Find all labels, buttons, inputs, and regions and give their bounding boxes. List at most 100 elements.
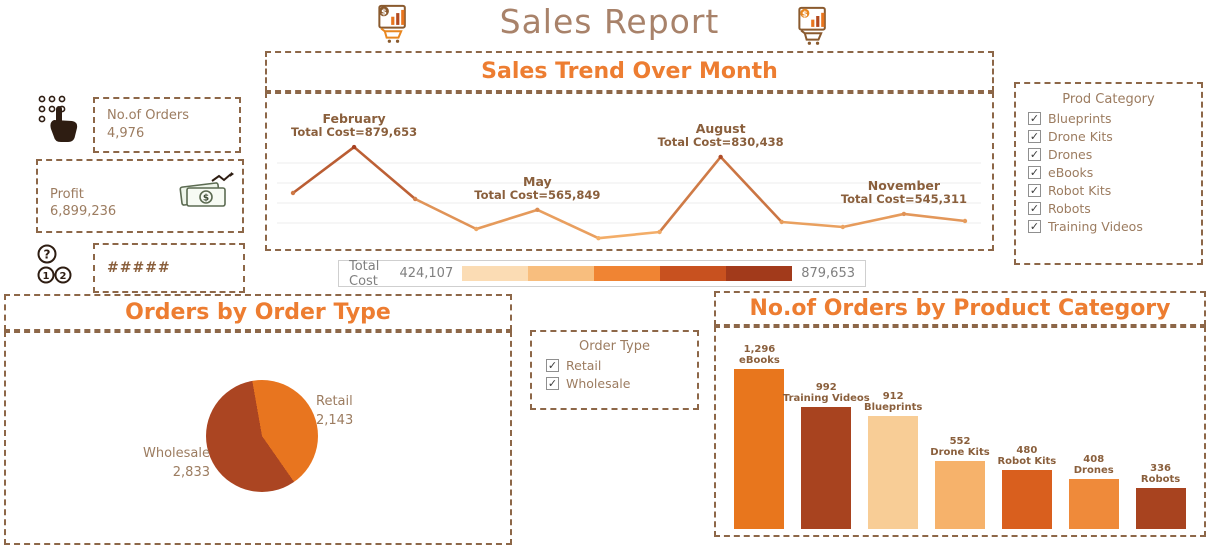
- svg-text:2: 2: [60, 271, 67, 282]
- masked-kpi-card: #####: [93, 243, 245, 293]
- ranking-question-icon: ? 1 2: [37, 244, 72, 284]
- profit-kpi-label: Profit: [50, 186, 84, 202]
- svg-text:Total Cost=879,653: Total Cost=879,653: [291, 125, 417, 139]
- prod-category-filter-title: Prod Category: [1062, 92, 1155, 107]
- tap-select-icon: [38, 95, 78, 142]
- filter-option-robots[interactable]: ✓ Robots: [1028, 201, 1189, 216]
- wholesale-label-text: Wholesale: [142, 446, 210, 461]
- sales-document-cart-icon: $: [378, 4, 406, 43]
- bar-value-label: 408: [1083, 454, 1105, 465]
- filter-option-label: eBooks: [1048, 165, 1094, 180]
- total-cost-legend: Total Cost 424,107 879,653: [338, 258, 866, 289]
- orders-kpi-card: No.of Orders 4,976: [93, 97, 241, 153]
- filter-option-label: Retail: [566, 358, 602, 373]
- bar[interactable]: [935, 461, 985, 529]
- bar-category-label: Training Videos: [782, 393, 870, 404]
- legend-gradient-segment: [528, 266, 595, 281]
- filter-option-label: Blueprints: [1048, 111, 1112, 126]
- profit-kpi-card: $ Profit 6,899,236: [36, 159, 244, 233]
- bar[interactable]: [1135, 488, 1186, 529]
- filter-option-retail[interactable]: ✓ Retail: [546, 358, 683, 373]
- svg-text:$: $: [381, 6, 387, 16]
- checkbox-icon[interactable]: ✓: [1028, 166, 1041, 179]
- sales-trend-panel-title: Sales Trend Over Month: [265, 51, 994, 92]
- bar-category-label: eBooks: [739, 355, 780, 366]
- bar-value-label: 480: [1016, 445, 1038, 456]
- filter-option-training-videos[interactable]: ✓ Training Videos: [1028, 219, 1189, 234]
- product-category-title-text: No.of Orders by Product Category: [749, 296, 1171, 321]
- filter-option-drones[interactable]: ✓ Drones: [1028, 147, 1189, 162]
- order-type-panel-title: Orders by Order Type: [4, 294, 512, 331]
- legend-gradient-segment: [462, 266, 529, 281]
- filter-option-ebooks[interactable]: ✓ eBooks: [1028, 165, 1189, 180]
- sales-chart-cart-icon: $: [798, 6, 826, 45]
- legend-gradient-segment: [594, 266, 661, 281]
- bar[interactable]: [734, 369, 785, 529]
- checkbox-icon[interactable]: ✓: [1028, 184, 1041, 197]
- svg-text:November: November: [868, 178, 941, 193]
- checkbox-icon[interactable]: ✓: [1028, 148, 1041, 161]
- checkbox-icon[interactable]: ✓: [546, 377, 559, 390]
- orders-kpi-value: 4,976: [107, 126, 145, 141]
- checkbox-icon[interactable]: ✓: [1028, 202, 1041, 215]
- bar-value-label: 336: [1150, 463, 1172, 474]
- bar-chart: 1,296 eBooks 992 Training Videos 912 Blueprin…: [726, 336, 1194, 529]
- svg-text:?: ?: [44, 248, 51, 262]
- filter-option-robot-kits[interactable]: ✓ Robot Kits: [1028, 183, 1189, 198]
- prod-category-options: ✓ Blueprints ✓ Drone Kits ✓ Drones ✓ eBooks ✓ Rob…: [1028, 111, 1189, 234]
- svg-text:August: August: [696, 121, 746, 136]
- svg-text:$: $: [802, 8, 808, 18]
- bar-value-label: 552: [949, 436, 971, 447]
- sales-trend-chart-panel: February Total Cost=879,653 May Total Cost=…: [265, 92, 994, 251]
- filter-option-label: Training Videos: [1048, 219, 1143, 234]
- filter-option-label: Drone Kits: [1048, 129, 1113, 144]
- bar-value-label: 1,296: [743, 344, 776, 355]
- masked-kpi-value: #####: [107, 259, 171, 276]
- bar-value-label: 992: [815, 382, 837, 393]
- orders-kpi-label: No.of Orders: [107, 108, 189, 124]
- bar-category-label: Drone Kits: [930, 447, 990, 458]
- bar[interactable]: [801, 407, 852, 529]
- retail-label-text: Retail: [316, 394, 353, 409]
- wholesale-slice-label: Wholesale 2,833: [124, 445, 210, 483]
- legend-gradient-bar: [462, 266, 793, 281]
- order-type-options: ✓ Retail ✓ Wholesale: [546, 358, 683, 391]
- order-type-chart-panel: Retail 2,143 Wholesale 2,833: [4, 331, 512, 545]
- order-type-title-text: Orders by Order Type: [125, 300, 391, 325]
- prod-category-filter: Prod Category ✓ Blueprints ✓ Drone Kits ✓ Dro…: [1014, 82, 1203, 265]
- order-type-filter-title: Order Type: [579, 339, 650, 354]
- money-banknotes-icon: $: [179, 172, 234, 207]
- legend-min-value: 424,107: [399, 266, 454, 281]
- filter-option-drone-kits[interactable]: ✓ Drone Kits: [1028, 129, 1189, 144]
- order-type-pie[interactable]: [206, 380, 318, 492]
- retail-slice-label: Retail 2,143: [316, 393, 353, 431]
- bar-category-label: Robots: [1140, 474, 1181, 485]
- bar-column-blueprints: 912 Blueprints: [860, 391, 927, 529]
- product-category-panel-title: No.of Orders by Product Category: [714, 291, 1206, 326]
- page-title: Sales Report: [499, 2, 720, 41]
- bar[interactable]: [1001, 470, 1052, 529]
- bar[interactable]: [1068, 479, 1119, 529]
- checkbox-icon[interactable]: ✓: [546, 359, 559, 372]
- svg-text:Total Cost=565,849: Total Cost=565,849: [474, 188, 600, 202]
- legend-max-value: 879,653: [801, 266, 855, 281]
- bar-column-drones: 408 Drones: [1060, 454, 1127, 529]
- svg-text:February: February: [322, 111, 385, 126]
- svg-text:Total Cost=830,438: Total Cost=830,438: [658, 135, 784, 149]
- legend-label: Total Cost: [349, 258, 380, 289]
- checkbox-icon[interactable]: ✓: [1028, 130, 1041, 143]
- retail-value-text: 2,143: [316, 412, 354, 428]
- checkbox-icon[interactable]: ✓: [1028, 220, 1041, 233]
- svg-text:Total Cost=545,311: Total Cost=545,311: [841, 192, 967, 206]
- filter-option-blueprints[interactable]: ✓ Blueprints: [1028, 111, 1189, 126]
- product-category-chart-panel: 1,296 eBooks 992 Training Videos 912 Blueprin…: [714, 326, 1206, 537]
- filter-option-wholesale[interactable]: ✓ Wholesale: [546, 376, 683, 391]
- bar[interactable]: [868, 416, 919, 529]
- order-type-filter: Order Type ✓ Retail ✓ Wholesale: [530, 330, 699, 410]
- bar-category-label: Robot Kits: [997, 456, 1057, 467]
- checkbox-icon[interactable]: ✓: [1028, 112, 1041, 125]
- bar-column-training-videos: 992 Training Videos: [783, 382, 870, 529]
- bar-category-label: Drones: [1073, 465, 1114, 476]
